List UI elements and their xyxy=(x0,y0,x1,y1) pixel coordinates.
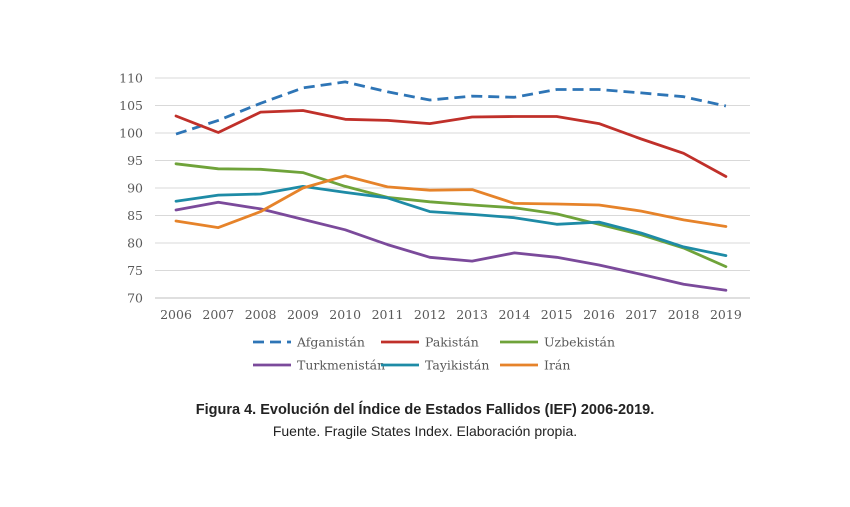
y-tick-label: 80 xyxy=(127,236,143,251)
x-tick-label: 2007 xyxy=(202,307,234,322)
series-line-uzbekistan xyxy=(174,162,728,269)
legend-label-tayikistan: Tayikistán xyxy=(425,358,489,373)
x-tick-label: 2018 xyxy=(668,307,700,322)
x-tick-label: 2015 xyxy=(541,307,573,322)
y-tick-label: 75 xyxy=(127,263,143,278)
x-tick-label: 2012 xyxy=(414,307,446,322)
x-tick-label: 2011 xyxy=(372,307,404,322)
y-tick-label: 95 xyxy=(127,153,143,168)
y-tick-label: 110 xyxy=(119,71,143,86)
x-tick-label: 2008 xyxy=(245,307,277,322)
x-tick-label: 2017 xyxy=(625,307,657,322)
x-axis-ticks: 2006 2007 2008 2009 2010 2011 2012 2013 2014 2015… xyxy=(160,307,742,322)
legend-label-afganistan: Afganistán xyxy=(296,335,365,350)
y-tick-label: 90 xyxy=(127,181,143,196)
legend-label-uzbekistan: Uzbekistán xyxy=(544,335,615,350)
legend-label-pakistan: Pakistán xyxy=(425,335,479,350)
x-tick-label: 2016 xyxy=(583,307,615,322)
series-line-pakistan xyxy=(174,109,728,178)
x-tick-label: 2010 xyxy=(329,307,361,322)
y-axis-ticks: 70 75 80 85 90 95 100 105 110 xyxy=(119,71,143,306)
x-tick-label: 2006 xyxy=(160,307,192,322)
y-tick-label: 105 xyxy=(119,98,143,113)
series-lines xyxy=(174,80,728,292)
y-tick-label: 85 xyxy=(127,208,143,223)
figure-caption-title: Figura 4. Evolución del Índice de Estado… xyxy=(195,402,655,418)
legend-label-turkmenistan: Turkmenistán xyxy=(297,358,385,373)
series-line-afganistan xyxy=(175,80,727,136)
series-line-tayikistan xyxy=(174,184,728,258)
series-line-turkmenistan xyxy=(174,200,728,292)
x-tick-label: 2009 xyxy=(287,307,319,322)
y-tick-label: 100 xyxy=(119,126,143,141)
x-tick-label: 2014 xyxy=(498,307,530,322)
series-line-iran xyxy=(174,174,728,230)
x-tick-label: 2019 xyxy=(710,307,742,322)
x-tick-label: 2013 xyxy=(456,307,488,322)
legend: Afganistán Pakistán Uzbekistán Turkmenistán… xyxy=(253,335,615,373)
y-tick-label: 70 xyxy=(127,291,143,306)
figure-caption-source: Fuente. Fragile States Index. Elaboració… xyxy=(272,423,578,439)
legend-label-iran: Irán xyxy=(544,358,570,373)
